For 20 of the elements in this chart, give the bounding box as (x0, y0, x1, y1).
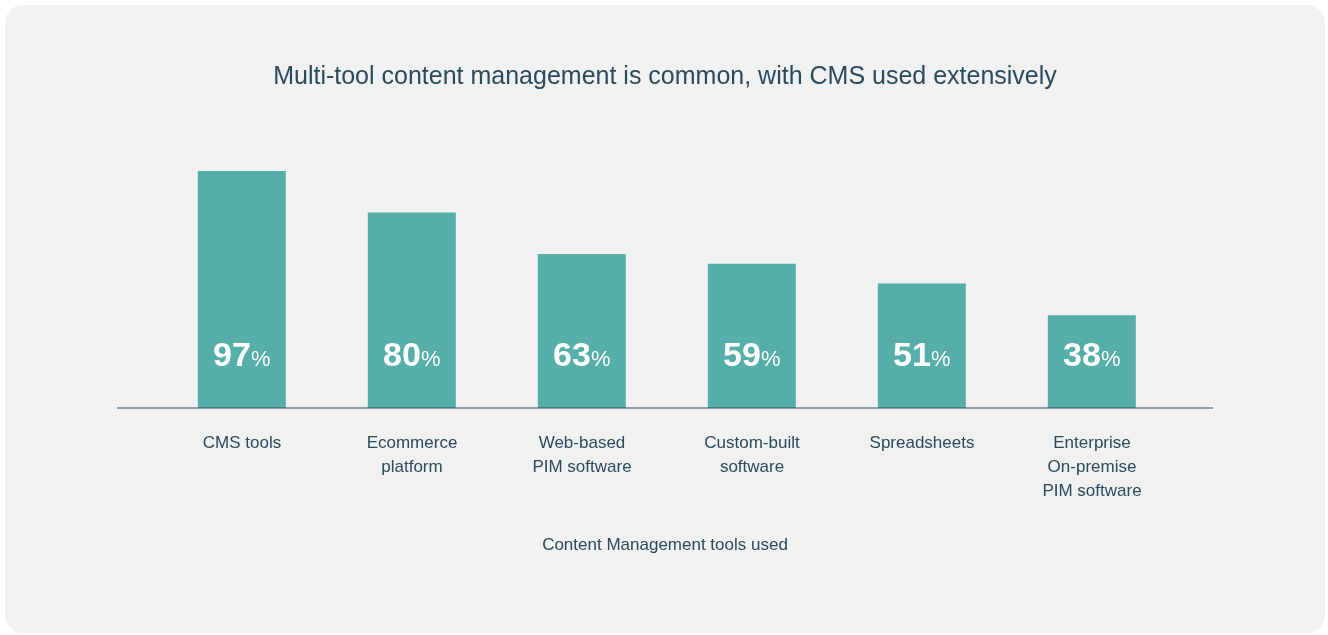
data-label: 80% (383, 335, 441, 373)
bar (367, 212, 456, 408)
chart-title: Multi-tool content management is common, with CMS used extensively (272, 61, 1058, 90)
bar (537, 254, 626, 408)
x-tick-label: CMS tools (202, 433, 282, 452)
bar (1047, 315, 1136, 408)
x-tick-label: Ecommerce platform (366, 433, 458, 476)
data-label: 97% (213, 335, 271, 373)
x-tick-label: Web-based PIM software (532, 433, 632, 476)
x-tick-label: Spreadsheets (869, 433, 975, 452)
bar (707, 263, 796, 408)
x-axis-title: Content Management tools used (541, 535, 789, 555)
data-label: 63% (553, 335, 611, 373)
x-tick-label: Enterprise On-premise PIM software (1042, 433, 1142, 500)
x-tick-label: Custom-built software (704, 433, 800, 476)
bar (197, 171, 286, 408)
bar (877, 283, 966, 408)
data-label: 51% (893, 335, 951, 373)
data-label: 38% (1063, 335, 1121, 373)
data-label: 59% (723, 335, 781, 373)
